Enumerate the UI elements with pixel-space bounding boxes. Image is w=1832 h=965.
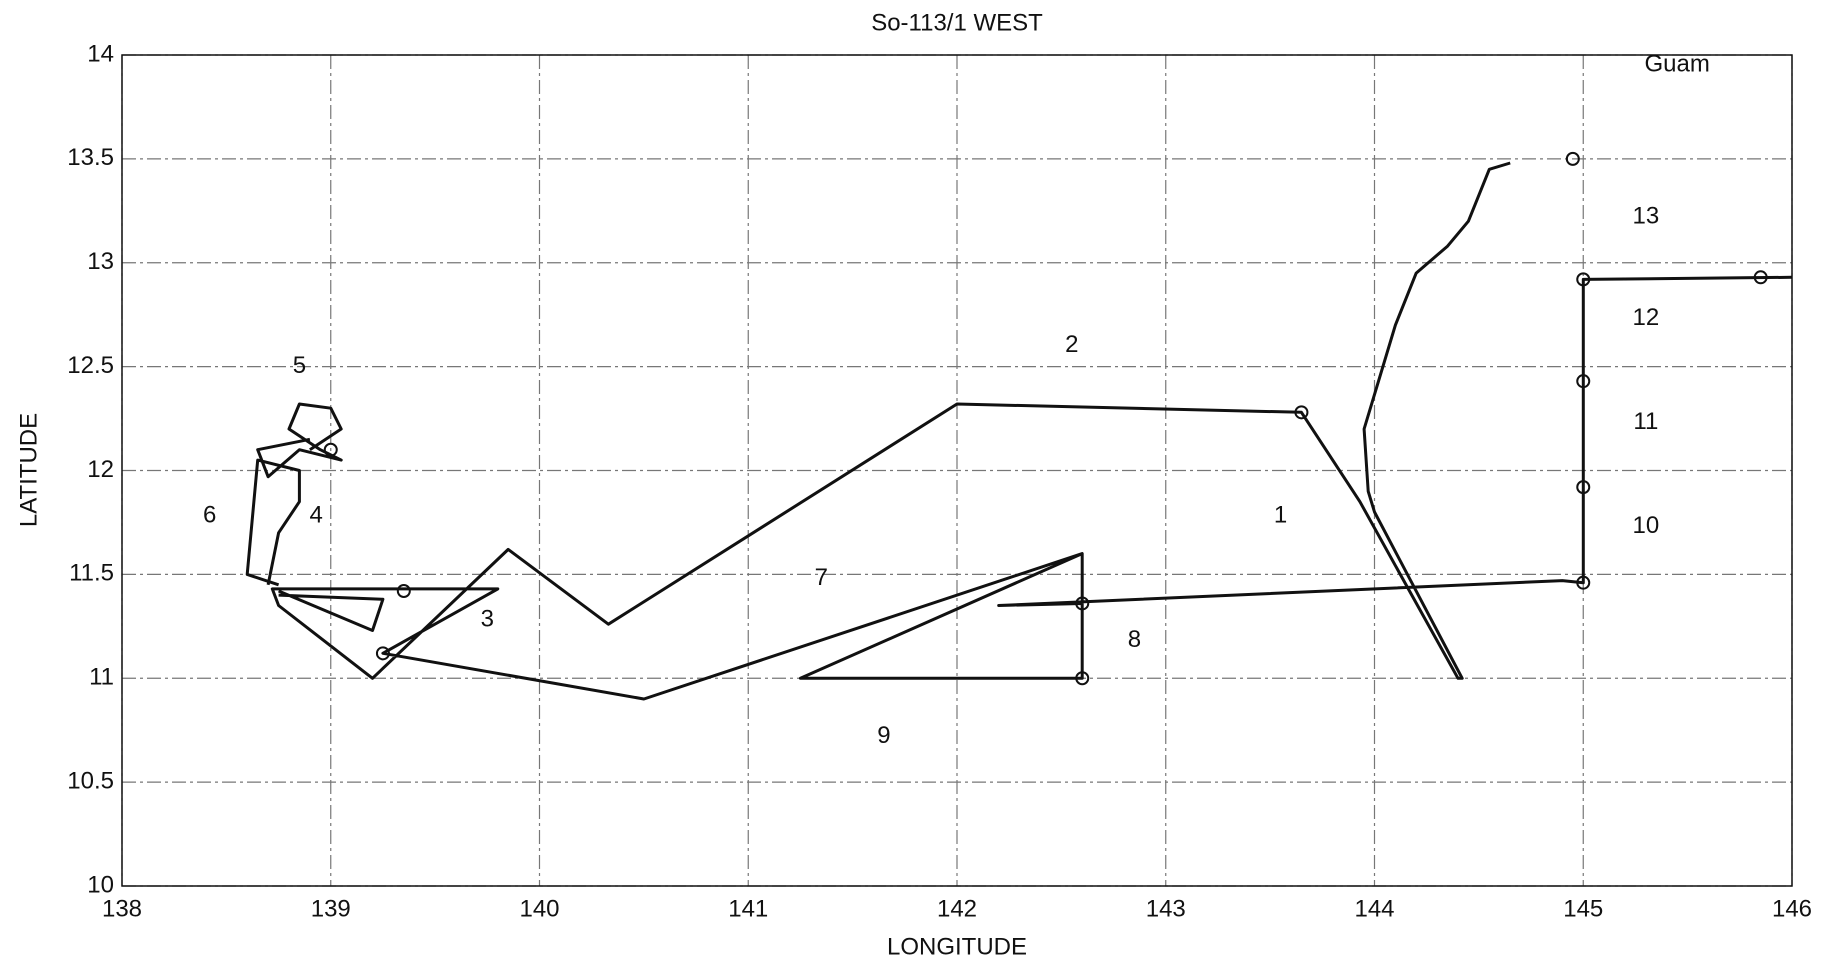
- y-tick-label: 12: [87, 456, 114, 483]
- x-tick-label: 143: [1146, 895, 1186, 922]
- y-tick-label: 11.5: [69, 560, 114, 587]
- y-axis-label: LATITUDE: [15, 413, 42, 527]
- annotation: 12: [1633, 304, 1660, 331]
- station-marker: [1075, 596, 1090, 611]
- plot-frame: [121, 54, 1793, 887]
- y-tick-label: 10.5: [67, 767, 114, 794]
- x-tick-label: 140: [519, 895, 559, 922]
- y-tick-label: 10: [87, 871, 114, 898]
- annotation: 5: [293, 352, 306, 379]
- annotation: 10: [1633, 512, 1660, 539]
- station-marker: [1565, 151, 1580, 166]
- annotation: 4: [309, 502, 322, 529]
- x-tick-label: 142: [937, 895, 977, 922]
- station-marker: [396, 583, 411, 598]
- annotation: 7: [815, 564, 828, 591]
- station-marker: [1294, 405, 1309, 420]
- annotation: 2: [1065, 331, 1078, 358]
- x-tick-label: 141: [728, 895, 768, 922]
- station-marker: [1576, 272, 1591, 287]
- y-tick-label: 13.5: [67, 144, 114, 171]
- annotation: 9: [877, 722, 890, 749]
- annotation: 6: [203, 502, 216, 529]
- station-marker: [1576, 575, 1591, 590]
- station-marker: [1075, 671, 1090, 686]
- y-tick-label: 11: [89, 664, 114, 691]
- annotation: 11: [1633, 408, 1658, 435]
- annotation: 13: [1633, 202, 1660, 229]
- y-tick-label: 14: [87, 40, 114, 67]
- station-marker: [323, 442, 338, 457]
- annotation: Guam: [1645, 51, 1710, 78]
- annotation: 1: [1274, 502, 1287, 529]
- annotation: 8: [1128, 626, 1141, 653]
- station-marker: [375, 646, 390, 661]
- x-tick-label: 144: [1354, 895, 1394, 922]
- station-marker: [1576, 480, 1591, 495]
- x-tick-label: 145: [1563, 895, 1603, 922]
- x-tick-label: 146: [1772, 895, 1812, 922]
- station-marker: [1753, 270, 1768, 285]
- x-axis-label: LONGITUDE: [887, 933, 1027, 960]
- y-tick-label: 13: [87, 248, 114, 275]
- annotation: 3: [481, 605, 494, 632]
- track-line: [245, 161, 1793, 701]
- station-marker: [1576, 374, 1591, 389]
- x-tick-label: 139: [311, 895, 351, 922]
- x-tick-label: 138: [102, 895, 142, 922]
- chart-title: So-113/1 WEST: [871, 9, 1043, 36]
- y-tick-label: 12.5: [67, 352, 114, 379]
